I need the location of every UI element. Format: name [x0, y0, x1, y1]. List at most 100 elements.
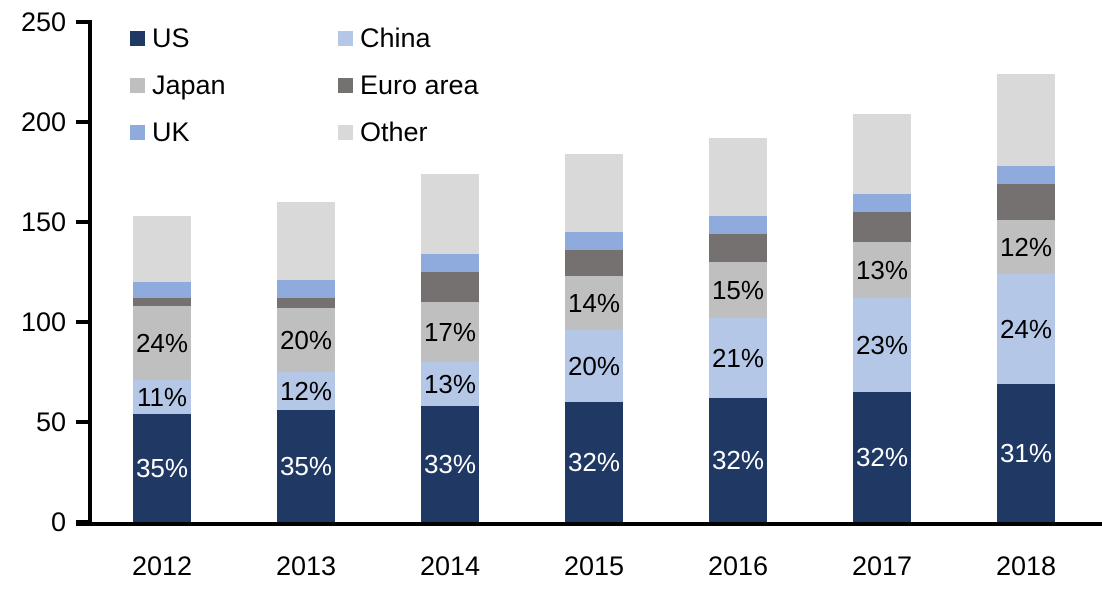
x-axis-label-2012: 2012: [131, 551, 193, 581]
bar-segment-japan-2016: 15%: [709, 262, 767, 318]
legend-item-japan: Japan: [130, 69, 226, 101]
bar-segment-euro-area-2016: [709, 234, 767, 262]
y-tick-mark-200: [76, 119, 88, 124]
y-tick-mark-150: [76, 219, 88, 224]
x-axis-label-2013: 2013: [275, 551, 337, 581]
y-tick-mark-0: [76, 519, 88, 524]
x-axis-label-2016: 2016: [707, 551, 769, 581]
bar-segment-us-2013: 35%: [277, 410, 335, 522]
bar-segment-china-2015: 20%: [565, 330, 623, 402]
x-axis-label-2017: 2017: [851, 551, 913, 581]
x-axis-label-2018: 2018: [995, 551, 1057, 581]
bar-segment-china-2017: 23%: [853, 298, 911, 392]
legend-swatch-icon: [338, 77, 353, 93]
bar-segment-uk-2017: [853, 194, 911, 212]
bar-segment-us-2014: 33%: [421, 406, 479, 522]
segment-label-us-2013: 35%: [279, 451, 333, 481]
bar-2013: 35% 12% 20%: [277, 202, 335, 522]
bar-segment-other-2017: [853, 114, 911, 194]
segment-label-japan-2013: 20%: [279, 325, 333, 355]
bar-segment-japan-2013: 20%: [277, 308, 335, 372]
legend-label: China: [360, 22, 431, 53]
legend-label: Euro area: [360, 69, 479, 100]
bar-segment-us-2015: 32%: [565, 402, 623, 522]
bar-segment-euro-area-2015: [565, 250, 623, 276]
segment-label-china-2015: 20%: [567, 351, 621, 381]
y-tick-mark-50: [76, 419, 88, 424]
bar-segment-china-2013: 12%: [277, 372, 335, 410]
bar-2012: 35% 11% 24%: [133, 216, 191, 522]
segment-label-us-2012: 35%: [135, 453, 189, 483]
segment-label-china-2012: 11%: [136, 382, 188, 412]
bar-segment-japan-2014: 17%: [421, 302, 479, 362]
y-tick-label-50: 50: [35, 406, 66, 437]
bar-2014: 33% 13% 17%: [421, 174, 479, 522]
segment-label-china-2014: 13%: [423, 369, 477, 399]
bar-2017: 32% 23% 13%: [853, 114, 911, 522]
bar-segment-euro-area-2012: [133, 298, 191, 306]
bar-segment-japan-2015: 14%: [565, 276, 623, 330]
bar-segment-other-2012: [133, 216, 191, 282]
segment-label-us-2016: 32%: [711, 445, 765, 475]
segment-label-china-2013: 12%: [279, 376, 333, 406]
legend-swatch-icon: [130, 30, 145, 46]
y-tick-mark-250: [76, 19, 88, 24]
segment-label-us-2014: 33%: [423, 449, 477, 479]
y-axis-line: [88, 20, 92, 526]
legend-label: US: [152, 22, 190, 53]
bar-segment-euro-area-2018: [997, 184, 1055, 220]
bar-segment-japan-2017: 13%: [853, 242, 911, 298]
bar-segment-japan-2012: 24%: [133, 306, 191, 380]
segment-label-japan-2017: 13%: [855, 255, 909, 285]
bar-2015: 32% 20% 14%: [565, 154, 623, 522]
segment-label-china-2016: 21%: [711, 343, 765, 373]
bar-segment-uk-2015: [565, 232, 623, 250]
segment-label-us-2017: 32%: [855, 442, 909, 472]
bar-segment-china-2014: 13%: [421, 362, 479, 406]
y-tick-label-250: 250: [20, 6, 66, 37]
bar-segment-euro-area-2017: [853, 212, 911, 242]
y-tick-label-100: 100: [20, 306, 66, 337]
legend-swatch-icon: [338, 124, 353, 140]
legend-swatch-icon: [130, 124, 145, 140]
legend-label: Other: [360, 116, 428, 147]
bar-segment-uk-2012: [133, 282, 191, 298]
bar-segment-other-2013: [277, 202, 335, 280]
legend-swatch-icon: [338, 30, 353, 46]
y-tick-mark-100: [76, 319, 88, 324]
x-axis-label-2015: 2015: [563, 551, 625, 581]
segment-label-japan-2014: 17%: [423, 317, 477, 347]
bar-segment-other-2015: [565, 154, 623, 232]
y-tick-label-150: 150: [20, 206, 66, 237]
bar-segment-euro-area-2013: [277, 298, 335, 308]
segment-label-japan-2015: 14%: [567, 288, 621, 318]
segment-label-japan-2012: 24%: [135, 328, 189, 358]
bar-segment-china-2018: 24%: [997, 274, 1055, 384]
legend-item-us: US: [130, 22, 190, 54]
legend-item-uk: UK: [130, 116, 190, 148]
bar-segment-uk-2016: [709, 216, 767, 234]
bar-segment-other-2016: [709, 138, 767, 216]
bar-segment-us-2017: 32%: [853, 392, 911, 522]
y-tick-label-0: 0: [50, 506, 66, 537]
bar-2018: 31% 24% 12%: [997, 74, 1055, 522]
y-tick-label-200: 200: [20, 106, 66, 137]
legend-label: UK: [152, 116, 190, 147]
bar-segment-japan-2018: 12%: [997, 220, 1055, 274]
legend-item-china: China: [338, 22, 431, 54]
bar-segment-other-2018: [997, 74, 1055, 166]
bar-2016: 32% 21% 15%: [709, 138, 767, 522]
bar-segment-uk-2014: [421, 254, 479, 272]
bar-segment-uk-2013: [277, 280, 335, 298]
legend-item-euro-area: Euro area: [338, 69, 479, 101]
segment-label-us-2018: 31%: [999, 438, 1053, 468]
bar-segment-us-2016: 32%: [709, 398, 767, 522]
bar-segment-uk-2018: [997, 166, 1055, 184]
segment-label-china-2018: 24%: [999, 314, 1053, 344]
bar-segment-china-2012: 11%: [133, 380, 191, 414]
legend: US China Japan Euro area UK Other: [0, 0, 1102, 160]
segment-label-us-2015: 32%: [567, 447, 621, 477]
bar-segment-china-2016: 21%: [709, 318, 767, 398]
legend-swatch-icon: [130, 77, 145, 93]
